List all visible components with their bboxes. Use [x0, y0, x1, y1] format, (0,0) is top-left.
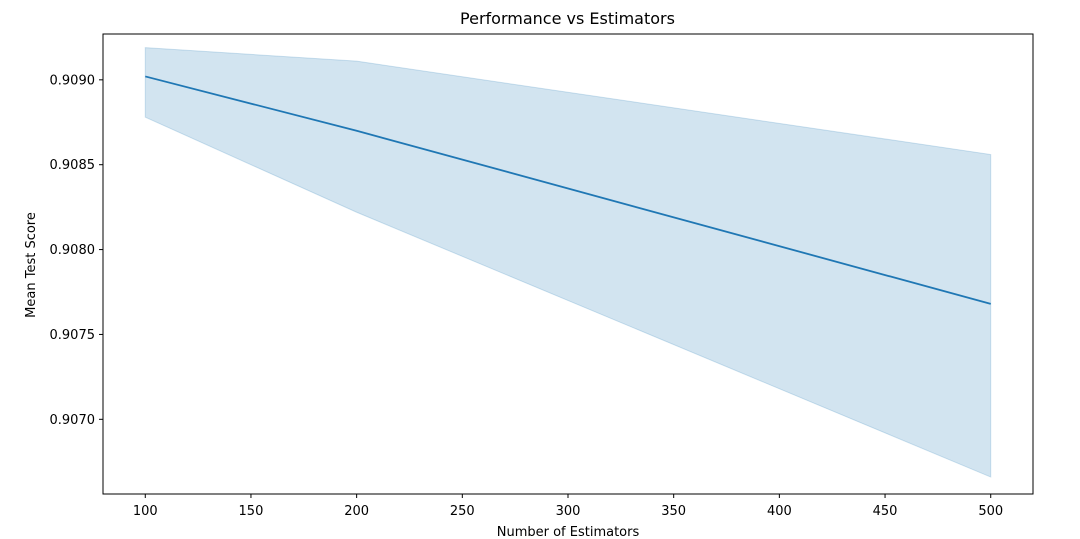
x-tick-label: 200	[344, 504, 369, 519]
x-axis: 100 150 200 250 300 350 400 450 500	[133, 494, 1003, 519]
x-tick-label: 400	[767, 504, 792, 519]
x-tick-label: 500	[978, 504, 1003, 519]
x-tick-label: 100	[133, 504, 158, 519]
plot-area	[144, 47, 992, 478]
x-axis-label: Number of Estimators	[497, 525, 640, 539]
y-tick-label: 0.9090	[50, 73, 96, 88]
y-tick-label: 0.9080	[50, 243, 96, 258]
x-tick-label: 150	[239, 504, 264, 519]
y-axis: 0.9070 0.9075 0.9080 0.9085 0.9090	[50, 73, 103, 428]
x-tick-label: 300	[556, 504, 581, 519]
y-tick-label: 0.9070	[50, 413, 96, 428]
x-tick-label: 450	[873, 504, 898, 519]
chart-title: Performance vs Estimators	[460, 9, 675, 28]
y-tick-label: 0.9085	[50, 158, 96, 173]
y-tick-label: 0.9075	[50, 328, 96, 343]
series-line	[145, 75, 991, 305]
x-tick-label: 350	[661, 504, 686, 519]
y-axis-label: Mean Test Score	[24, 212, 39, 318]
confidence-band	[144, 47, 992, 478]
x-tick-label: 250	[450, 504, 475, 519]
